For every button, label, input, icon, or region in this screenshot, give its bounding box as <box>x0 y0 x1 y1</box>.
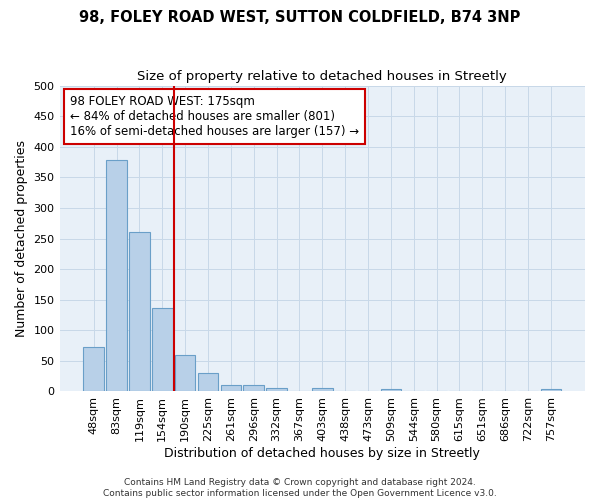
Text: 98, FOLEY ROAD WEST, SUTTON COLDFIELD, B74 3NP: 98, FOLEY ROAD WEST, SUTTON COLDFIELD, B… <box>79 10 521 25</box>
X-axis label: Distribution of detached houses by size in Streetly: Distribution of detached houses by size … <box>164 447 480 460</box>
Bar <box>106 160 127 392</box>
Y-axis label: Number of detached properties: Number of detached properties <box>15 140 28 337</box>
Bar <box>83 348 104 392</box>
Bar <box>312 388 332 392</box>
Bar <box>266 388 287 392</box>
Bar <box>244 386 264 392</box>
Bar <box>129 232 150 392</box>
Bar <box>221 386 241 392</box>
Bar <box>380 389 401 392</box>
Bar <box>152 308 173 392</box>
Bar <box>175 355 196 392</box>
Text: Contains HM Land Registry data © Crown copyright and database right 2024.
Contai: Contains HM Land Registry data © Crown c… <box>103 478 497 498</box>
Bar <box>198 373 218 392</box>
Bar <box>541 389 561 392</box>
Title: Size of property relative to detached houses in Streetly: Size of property relative to detached ho… <box>137 70 507 83</box>
Text: 98 FOLEY ROAD WEST: 175sqm
← 84% of detached houses are smaller (801)
16% of sem: 98 FOLEY ROAD WEST: 175sqm ← 84% of deta… <box>70 94 359 138</box>
